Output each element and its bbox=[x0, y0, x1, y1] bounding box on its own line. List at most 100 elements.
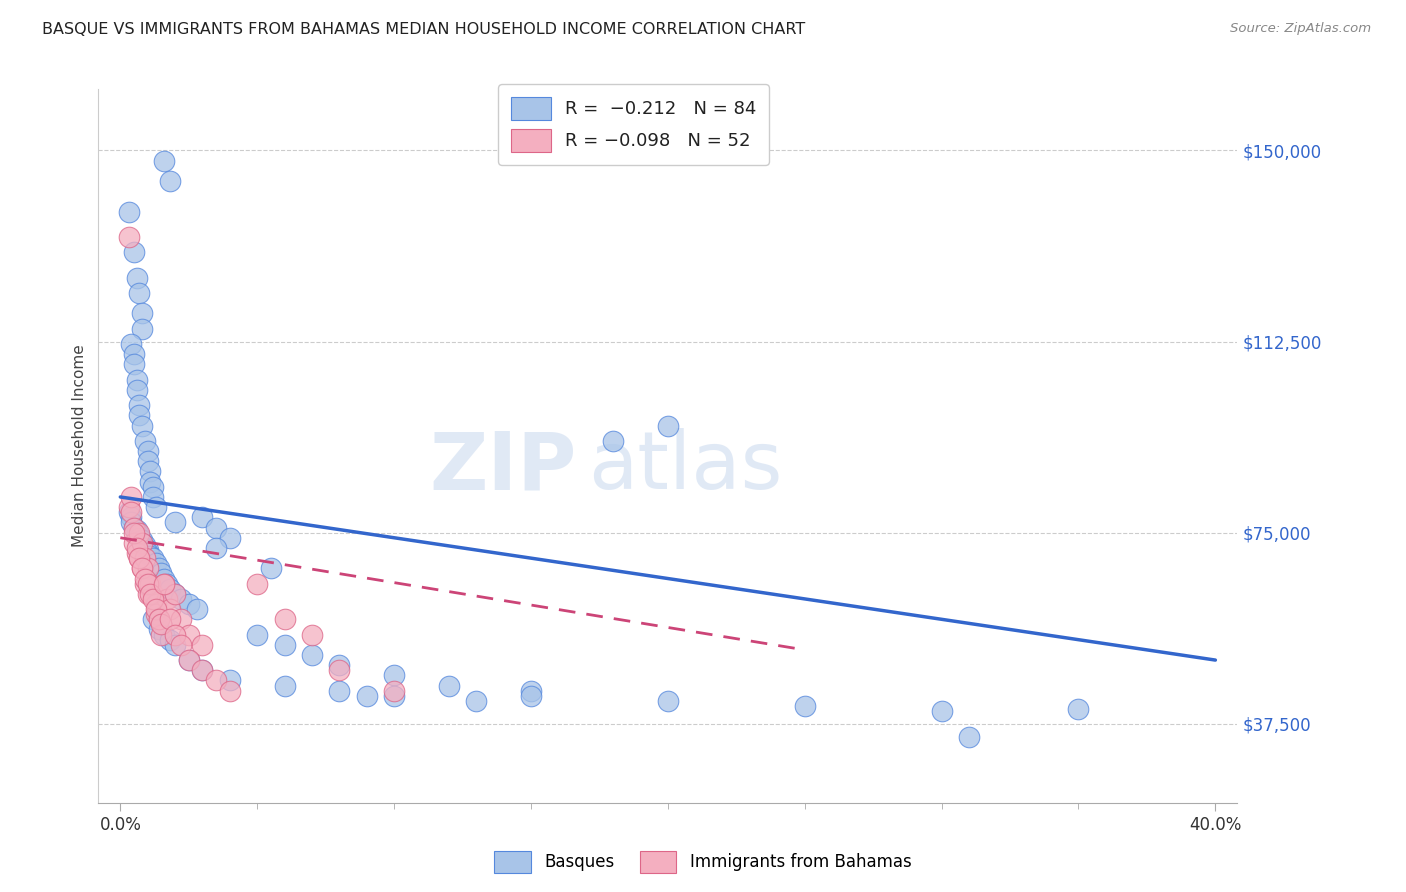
Point bbox=[117, 204, 139, 219]
Text: ZIP: ZIP bbox=[429, 428, 576, 507]
Point bbox=[142, 587, 165, 601]
Point bbox=[159, 602, 181, 616]
Point bbox=[142, 612, 165, 626]
Point bbox=[657, 694, 679, 708]
Point bbox=[131, 418, 153, 433]
Point bbox=[128, 531, 150, 545]
Point bbox=[122, 520, 145, 534]
Point bbox=[125, 541, 148, 555]
Point bbox=[191, 510, 214, 524]
Point bbox=[246, 627, 269, 641]
Point bbox=[128, 551, 150, 566]
Point bbox=[131, 306, 153, 320]
Point bbox=[131, 561, 153, 575]
Point bbox=[328, 658, 350, 673]
Point bbox=[148, 612, 170, 626]
Point bbox=[218, 673, 240, 688]
Point bbox=[218, 531, 240, 545]
Point bbox=[191, 663, 214, 677]
Point bbox=[169, 591, 191, 606]
Point bbox=[465, 694, 488, 708]
Point bbox=[134, 572, 156, 586]
Point bbox=[134, 434, 156, 448]
Point bbox=[273, 679, 295, 693]
Point bbox=[153, 576, 176, 591]
Point bbox=[150, 617, 173, 632]
Point bbox=[328, 663, 350, 677]
Point bbox=[139, 587, 162, 601]
Legend: Basques, Immigrants from Bahamas: Basques, Immigrants from Bahamas bbox=[488, 845, 918, 880]
Point bbox=[148, 612, 170, 626]
Point bbox=[117, 505, 139, 519]
Point bbox=[142, 591, 165, 606]
Point bbox=[153, 153, 176, 168]
Point bbox=[128, 286, 150, 301]
Point bbox=[148, 623, 170, 637]
Point bbox=[136, 561, 159, 575]
Point bbox=[186, 602, 208, 616]
Point bbox=[165, 587, 187, 601]
Point bbox=[128, 409, 150, 423]
Point bbox=[136, 444, 159, 458]
Point bbox=[437, 679, 460, 693]
Point bbox=[145, 602, 167, 616]
Point bbox=[125, 383, 148, 397]
Point bbox=[125, 373, 148, 387]
Point bbox=[128, 398, 150, 412]
Point bbox=[145, 607, 167, 622]
Text: BASQUE VS IMMIGRANTS FROM BAHAMAS MEDIAN HOUSEHOLD INCOME CORRELATION CHART: BASQUE VS IMMIGRANTS FROM BAHAMAS MEDIAN… bbox=[42, 22, 806, 37]
Point bbox=[131, 533, 153, 548]
Point bbox=[117, 500, 139, 515]
Text: atlas: atlas bbox=[588, 428, 783, 507]
Point bbox=[125, 523, 148, 537]
Point bbox=[159, 582, 181, 596]
Point bbox=[134, 576, 156, 591]
Point bbox=[301, 627, 323, 641]
Point bbox=[356, 689, 378, 703]
Point bbox=[159, 174, 181, 188]
Point bbox=[134, 541, 156, 555]
Point bbox=[165, 516, 187, 530]
Point bbox=[136, 576, 159, 591]
Point bbox=[120, 505, 142, 519]
Y-axis label: Median Household Income: Median Household Income bbox=[72, 344, 87, 548]
Point bbox=[931, 704, 953, 718]
Point bbox=[177, 597, 200, 611]
Point bbox=[142, 480, 165, 494]
Point bbox=[191, 638, 214, 652]
Point bbox=[128, 551, 150, 566]
Point bbox=[128, 525, 150, 540]
Point bbox=[122, 245, 145, 260]
Point bbox=[382, 689, 405, 703]
Point bbox=[1067, 701, 1090, 715]
Point bbox=[153, 572, 176, 586]
Point bbox=[131, 536, 153, 550]
Point bbox=[148, 561, 170, 575]
Point bbox=[125, 270, 148, 285]
Point bbox=[136, 543, 159, 558]
Point bbox=[142, 490, 165, 504]
Point bbox=[165, 587, 187, 601]
Point bbox=[156, 576, 179, 591]
Point bbox=[139, 549, 162, 563]
Point bbox=[131, 536, 153, 550]
Point bbox=[153, 627, 176, 641]
Point bbox=[136, 454, 159, 468]
Point bbox=[657, 418, 679, 433]
Point bbox=[145, 597, 167, 611]
Point bbox=[120, 337, 142, 351]
Point bbox=[218, 683, 240, 698]
Point bbox=[122, 536, 145, 550]
Point bbox=[328, 683, 350, 698]
Point bbox=[139, 475, 162, 489]
Point bbox=[153, 576, 176, 591]
Point bbox=[156, 591, 179, 606]
Point bbox=[520, 683, 543, 698]
Point bbox=[139, 465, 162, 479]
Point bbox=[136, 546, 159, 560]
Point bbox=[128, 528, 150, 542]
Point bbox=[139, 576, 162, 591]
Point bbox=[520, 689, 543, 703]
Point bbox=[165, 638, 187, 652]
Point bbox=[131, 322, 153, 336]
